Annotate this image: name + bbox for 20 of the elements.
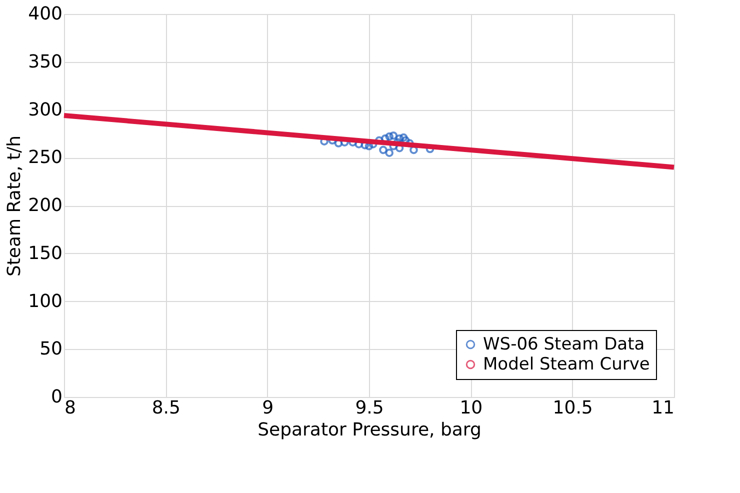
y-tick-label: 100 [28, 290, 62, 312]
y-tick-label: 150 [28, 242, 62, 264]
x-tick-label: 10 [460, 398, 483, 418]
y-tick-label: 300 [28, 99, 62, 120]
legend-label: Model Steam Curve [483, 354, 650, 374]
x-axis-title: Separator Pressure, barg [258, 420, 482, 440]
x-tick-label: 11 [652, 398, 674, 418]
y-tick-label: 50 [40, 338, 62, 360]
y-axis-title: Steam Rate, t/h [4, 135, 26, 277]
x-tick-label: 8.5 [152, 398, 180, 418]
x-tick-label: 9.5 [355, 398, 384, 418]
legend-label: WS-06 Steam Data [483, 334, 645, 354]
y-tick-label: 350 [28, 51, 62, 72]
x-tick-label: 9 [262, 398, 274, 418]
y-tick-label: 250 [28, 147, 62, 168]
y-tick-label: 400 [28, 4, 62, 24]
y-tick-label: 0 [51, 386, 62, 408]
x-tick-label: 10.5 [552, 398, 593, 418]
y-tick-label: 200 [28, 195, 62, 216]
x-tick-label: 8 [64, 398, 76, 418]
